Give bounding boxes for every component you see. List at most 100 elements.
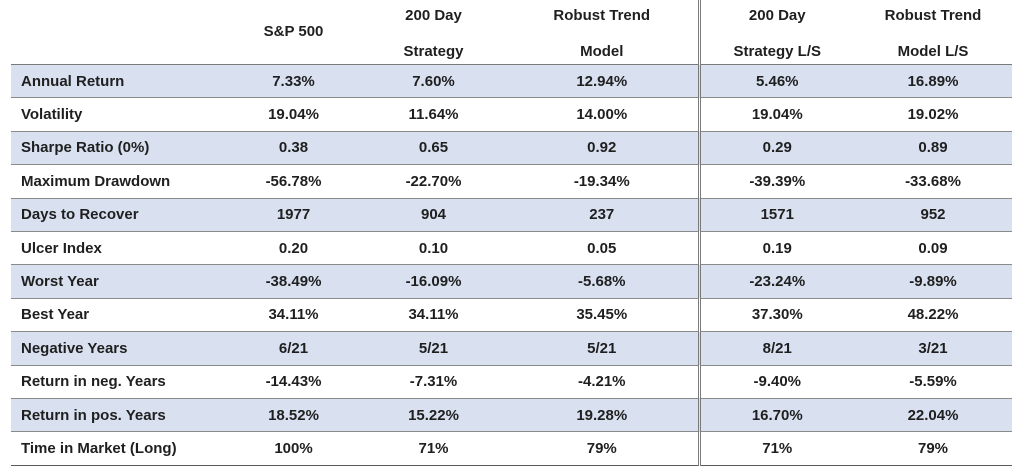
performance-comparison-table: S&P 500 200 Day Strategy Robust Trend Mo… — [11, 0, 1012, 466]
row-value-cell: 48.22% — [854, 298, 1012, 333]
row-value-cell: 14.00% — [506, 97, 699, 132]
row-value-cell: 19.04% — [226, 97, 361, 132]
row-label: Annual Return — [11, 64, 226, 99]
row-value-cell: 79% — [854, 431, 1012, 466]
row-value-cell: 71% — [697, 431, 854, 466]
header-200-day-strategy-ls: 200 Day Strategy L/S — [697, 0, 854, 65]
row-value-cell: 1571 — [697, 198, 854, 232]
table-row: Worst Year -38.49% -16.09% -5.68% -23.24% -9.… — [11, 264, 1012, 299]
table-row: Ulcer Index 0.20 0.10 0.05 0.19 0.09 — [11, 231, 1012, 266]
row-value-cell: 7.60% — [361, 64, 506, 99]
row-value-cell: -5.59% — [854, 365, 1012, 399]
row-value-cell: -23.24% — [697, 264, 854, 299]
row-label: Volatility — [11, 97, 226, 132]
header-metric-column — [11, 0, 226, 65]
header-sp500: S&P 500 — [226, 0, 361, 65]
table-row: Return in pos. Years 18.52% 15.22% 19.28% 16… — [11, 398, 1012, 433]
table-row: Days to Recover 1977 904 237 1571 952 — [11, 198, 1012, 232]
row-value-cell: -14.43% — [226, 365, 361, 399]
row-label: Negative Years — [11, 331, 226, 366]
header-200-day-strategy: 200 Day Strategy — [361, 0, 506, 65]
row-value-cell: 11.64% — [361, 97, 506, 132]
table-body: Annual Return 7.33% 7.60% 12.94% 5.46% 16.89%… — [11, 64, 1012, 466]
row-label: Ulcer Index — [11, 231, 226, 266]
row-value-cell: 18.52% — [226, 398, 361, 433]
row-value-cell: 8/21 — [697, 331, 854, 366]
row-value-cell: 0.09 — [854, 231, 1012, 266]
row-value-cell: 3/21 — [854, 331, 1012, 366]
row-value-cell: -38.49% — [226, 264, 361, 299]
row-value-cell: 35.45% — [506, 298, 699, 333]
header-robust-trend-model: Robust Trend Model — [506, 0, 699, 65]
row-value-cell: 237 — [506, 198, 699, 232]
row-value-cell: -4.21% — [506, 365, 699, 399]
row-value-cell: 0.19 — [697, 231, 854, 266]
table-row: Negative Years 6/21 5/21 5/21 8/21 3/21 — [11, 331, 1012, 366]
header-200-day-strategy-ls-line1: 200 Day — [748, 7, 806, 24]
row-value-cell: 6/21 — [226, 331, 361, 366]
row-value-cell: 22.04% — [854, 398, 1012, 433]
row-value-cell: -16.09% — [361, 264, 506, 299]
row-value-cell: 0.10 — [361, 231, 506, 266]
row-value-cell: -22.70% — [361, 164, 506, 199]
row-label: Worst Year — [11, 264, 226, 299]
row-value-cell: -9.89% — [854, 264, 1012, 299]
header-200-day-strategy-ls-line2: Strategy L/S — [733, 43, 822, 60]
row-value-cell: 19.28% — [506, 398, 699, 433]
row-value-cell: 952 — [854, 198, 1012, 232]
row-label: Sharpe Ratio (0%) — [11, 131, 226, 166]
row-value-cell: 12.94% — [506, 64, 699, 99]
row-value-cell: 16.70% — [697, 398, 854, 433]
table-row: Maximum Drawdown -56.78% -22.70% -19.34% -39… — [11, 164, 1012, 199]
row-value-cell: -33.68% — [854, 164, 1012, 199]
table-row: Time in Market (Long) 100% 71% 79% 71% 79% — [11, 431, 1012, 466]
row-label: Time in Market (Long) — [11, 431, 226, 466]
row-value-cell: 0.89 — [854, 131, 1012, 166]
row-value-cell: 79% — [506, 431, 699, 466]
header-sp500-label: S&P 500 — [263, 23, 324, 40]
table-row: Sharpe Ratio (0%) 0.38 0.65 0.92 0.29 0.89 — [11, 131, 1012, 166]
row-value-cell: 34.11% — [226, 298, 361, 333]
row-value-cell: 5/21 — [506, 331, 699, 366]
row-value-cell: 19.04% — [697, 97, 854, 132]
header-robust-trend-model-line1: Robust Trend — [553, 7, 651, 24]
row-label: Maximum Drawdown — [11, 164, 226, 199]
row-value-cell: 0.05 — [506, 231, 699, 266]
row-value-cell: -39.39% — [697, 164, 854, 199]
row-value-cell: -9.40% — [697, 365, 854, 399]
row-value-cell: 71% — [361, 431, 506, 466]
table-row: Volatility 19.04% 11.64% 14.00% 19.04% 19.02% — [11, 97, 1012, 132]
row-value-cell: 0.92 — [506, 131, 699, 166]
header-robust-trend-model-ls: Robust Trend Model L/S — [854, 0, 1012, 65]
header-robust-trend-model-line2: Model — [580, 43, 624, 60]
row-label: Days to Recover — [11, 198, 226, 232]
row-value-cell: 16.89% — [854, 64, 1012, 99]
row-value-cell: 5/21 — [361, 331, 506, 366]
header-200-day-strategy-line1: 200 Day — [405, 7, 462, 24]
row-value-cell: 1977 — [226, 198, 361, 232]
table-row: Annual Return 7.33% 7.60% 12.94% 5.46% 16.89% — [11, 64, 1012, 99]
row-label: Best Year — [11, 298, 226, 333]
header-robust-trend-model-ls-line2: Model L/S — [897, 43, 969, 60]
row-value-cell: 19.02% — [854, 97, 1012, 132]
table-header: S&P 500 200 Day Strategy Robust Trend Mo… — [11, 0, 1012, 65]
row-value-cell: 0.20 — [226, 231, 361, 266]
row-value-cell: 0.29 — [697, 131, 854, 166]
row-label: Return in neg. Years — [11, 365, 226, 399]
row-value-cell: 15.22% — [361, 398, 506, 433]
row-value-cell: 37.30% — [697, 298, 854, 333]
row-value-cell: 0.38 — [226, 131, 361, 166]
row-value-cell: -56.78% — [226, 164, 361, 199]
table-row: Best Year 34.11% 34.11% 35.45% 37.30% 48.22% — [11, 298, 1012, 333]
row-value-cell: 904 — [361, 198, 506, 232]
header-200-day-strategy-line2: Strategy — [403, 43, 464, 60]
row-value-cell: -7.31% — [361, 365, 506, 399]
table-row: Return in neg. Years -14.43% -7.31% -4.21% -… — [11, 365, 1012, 399]
row-value-cell: 5.46% — [697, 64, 854, 99]
header-row: S&P 500 200 Day Strategy Robust Trend Mo… — [11, 0, 1012, 65]
header-robust-trend-model-ls-line1: Robust Trend — [884, 7, 982, 24]
row-label: Return in pos. Years — [11, 398, 226, 433]
row-value-cell: 0.65 — [361, 131, 506, 166]
row-value-cell: 34.11% — [361, 298, 506, 333]
